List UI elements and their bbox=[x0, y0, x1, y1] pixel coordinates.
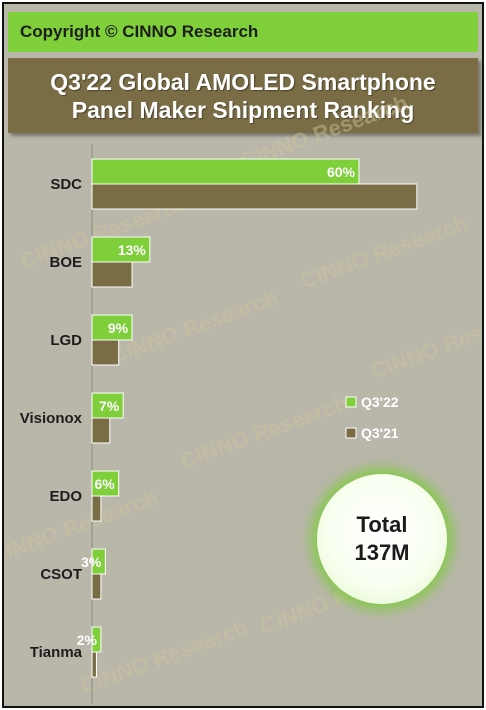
bar-q3-21-tianma bbox=[91, 651, 97, 678]
legend-label-q3-22: Q3'22 bbox=[361, 394, 399, 410]
category-label-tianma: Tianma bbox=[30, 644, 83, 661]
bar-q3-21-visionox bbox=[91, 417, 111, 444]
watermark-text: CINNO Research bbox=[77, 615, 251, 699]
chart-title: Q3'22 Global AMOLED Smartphone Panel Mak… bbox=[8, 58, 478, 133]
bar-q3-22-sdc bbox=[91, 158, 360, 185]
legend-swatch-q3-21 bbox=[345, 427, 357, 439]
watermark-text: CINNO Research bbox=[367, 300, 482, 384]
bar-q3-21-edo bbox=[91, 495, 102, 522]
copyright-text: Copyright © CINNO Research bbox=[20, 22, 259, 41]
data-label-boe: 13% bbox=[118, 242, 147, 258]
category-label-visionox: Visionox bbox=[20, 410, 83, 427]
data-label-tianma: 2% bbox=[77, 632, 98, 648]
data-label-edo: 6% bbox=[94, 476, 115, 492]
legend: Q3'22 Q3'21 bbox=[345, 394, 399, 441]
total-badge: Total 137M bbox=[317, 474, 447, 604]
legend-label-q3-21: Q3'21 bbox=[361, 425, 399, 441]
watermark-text: CINNO Research bbox=[177, 390, 351, 474]
legend-swatch-q3-22 bbox=[345, 396, 357, 408]
bar-q3-21-boe bbox=[91, 261, 133, 288]
category-label-csot: CSOT bbox=[40, 566, 82, 583]
category-label-edo: EDO bbox=[49, 488, 82, 505]
bar-chart: CINNO Research CINNO Research CINNO Rese… bbox=[4, 90, 482, 704]
data-label-visionox: 7% bbox=[99, 398, 120, 414]
category-label-boe: BOE bbox=[49, 254, 82, 271]
bar-q3-21-sdc bbox=[91, 183, 418, 210]
bar-q3-21-csot bbox=[91, 573, 102, 600]
copyright-bar: Copyright © CINNO Research bbox=[8, 12, 478, 52]
total-value: 137M bbox=[354, 540, 410, 565]
data-label-lgd: 9% bbox=[108, 320, 129, 336]
data-label-sdc: 60% bbox=[327, 164, 356, 180]
watermark-text: CINNO Research bbox=[107, 285, 281, 369]
bar-q3-21-lgd bbox=[91, 339, 120, 366]
category-label-sdc: SDC bbox=[50, 176, 82, 193]
data-label-csot: 3% bbox=[81, 554, 102, 570]
title-line-2: Panel Maker Shipment Ranking bbox=[71, 96, 415, 123]
bar-q3-22-lgd bbox=[91, 314, 133, 341]
category-label-lgd: LGD bbox=[50, 332, 82, 349]
bar-q3-22-edo bbox=[91, 470, 120, 497]
total-label: Total bbox=[356, 512, 408, 537]
watermark-text: CINNO Research bbox=[297, 210, 471, 294]
title-line-1: Q3'22 Global AMOLED Smartphone bbox=[50, 68, 436, 95]
